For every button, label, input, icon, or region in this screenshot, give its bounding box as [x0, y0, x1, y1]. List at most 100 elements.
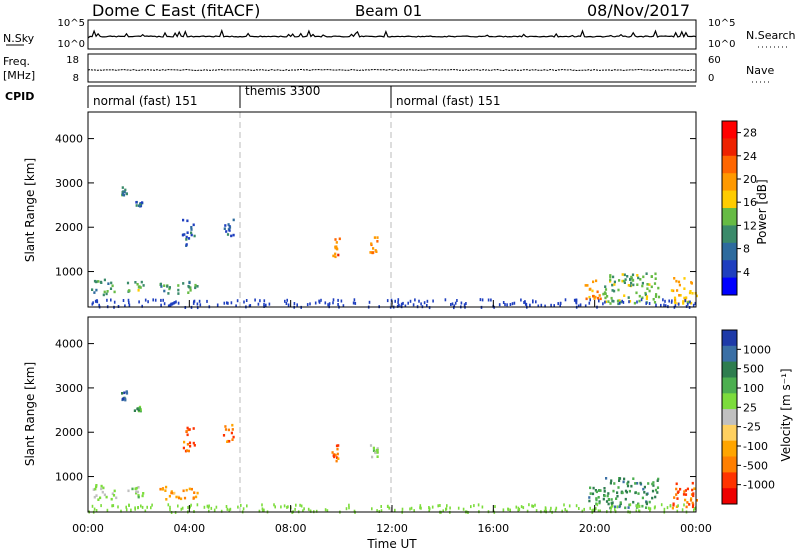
echo-cell: [631, 278, 634, 282]
echo-cell: [627, 480, 630, 484]
echo-cell: [444, 298, 447, 302]
echo-cell: [228, 508, 230, 512]
echo-cell: [647, 482, 650, 485]
echo-cell: [353, 298, 356, 302]
colorbar-tick-label: 500: [743, 363, 764, 376]
echo-cell: [102, 486, 105, 490]
echo-cell: [437, 504, 439, 508]
echo-cell: [603, 490, 606, 493]
colorbar-swatch: [722, 138, 737, 157]
echo-cell: [595, 490, 598, 494]
echo-cell: [481, 298, 484, 302]
echo-cell: [232, 233, 235, 237]
echo-cell: [226, 301, 228, 305]
echo-cell: [232, 435, 235, 439]
echo-cell: [262, 508, 264, 512]
echo-cell: [554, 508, 557, 512]
echo-cell: [190, 231, 193, 235]
echo-cell: [130, 508, 132, 512]
echo-cell: [627, 284, 630, 287]
echo-cell: [595, 502, 598, 506]
echo-cell: [618, 505, 621, 509]
echo-cell: [650, 285, 653, 289]
echo-cell: [170, 491, 173, 495]
echo-cell: [135, 201, 138, 204]
echo-cell: [643, 485, 646, 489]
echo-cell: [307, 507, 310, 511]
echo-cell: [612, 300, 615, 303]
echo-cell: [591, 492, 595, 496]
echo-cell: [263, 508, 265, 512]
echo-cell: [642, 487, 645, 491]
echo-cell: [654, 488, 658, 492]
echo-cell: [94, 299, 97, 303]
echo-cell: [334, 246, 337, 250]
echo-cell: [449, 506, 451, 510]
echo-cell: [335, 241, 338, 244]
echo-cell: [162, 298, 164, 302]
echo-cell: [141, 201, 144, 204]
echo-cell: [518, 508, 521, 511]
echo-cell: [142, 492, 145, 495]
echo-cell: [669, 504, 672, 508]
echo-cell: [240, 503, 242, 507]
echo-cell: [498, 303, 501, 307]
echo-cell: [245, 299, 248, 302]
echo-cell: [134, 506, 136, 510]
echo-cell: [140, 280, 143, 284]
echo-cell: [626, 482, 629, 485]
echo-cell: [645, 506, 648, 509]
echo-cell: [612, 275, 615, 279]
echo-cell: [594, 489, 597, 492]
freq-label-line2: [MHz]: [3, 69, 35, 82]
echo-cell: [575, 300, 577, 304]
echo-cell: [648, 506, 650, 510]
echo-cell: [624, 497, 627, 501]
echo-cell: [309, 509, 312, 513]
echo-cell: [679, 294, 682, 297]
echo-cell: [689, 300, 691, 304]
echo-cell: [138, 407, 141, 410]
echo-cell: [192, 223, 195, 227]
echo-cell: [154, 298, 157, 302]
echo-cell: [196, 491, 199, 495]
y-tick-label: 3000: [55, 382, 83, 395]
echo-cell: [604, 292, 607, 296]
echo-cell: [192, 301, 195, 305]
echo-cell: [619, 501, 622, 504]
echo-cell: [630, 275, 633, 279]
echo-cell: [181, 506, 184, 510]
echo-cell: [550, 303, 552, 307]
echo-cell: [682, 300, 685, 303]
echo-cell: [128, 289, 131, 293]
echo-cell: [95, 485, 98, 489]
echo-cell: [94, 487, 97, 491]
echo-cell: [675, 482, 678, 486]
echo-cell: [622, 300, 625, 304]
echo-cell: [368, 300, 371, 304]
echo-cell: [420, 506, 422, 510]
echo-cell: [654, 495, 657, 499]
power-y-axis: 1000 2000 3000 4000: [55, 133, 696, 279]
echo-cell: [372, 449, 376, 452]
echo-cell: [223, 227, 226, 230]
echo-cell: [163, 289, 166, 293]
echo-cell: [695, 499, 698, 502]
echo-cell: [187, 506, 189, 509]
echo-cell: [426, 304, 428, 307]
x-tick-label: 08:00: [275, 522, 307, 535]
echo-cell: [376, 447, 379, 450]
echo-cell: [684, 489, 687, 492]
echo-cell: [135, 486, 138, 490]
cpid-segment-2: themis 3300: [245, 84, 320, 98]
echo-cell: [683, 287, 686, 290]
echo-cell: [652, 484, 655, 487]
echo-cell: [189, 505, 191, 509]
echo-cell: [664, 299, 666, 303]
echo-cell: [95, 288, 98, 292]
echo-cell: [215, 505, 218, 509]
echo-cell: [396, 304, 399, 308]
echo-cell: [564, 298, 567, 302]
echo-cell: [555, 506, 558, 510]
